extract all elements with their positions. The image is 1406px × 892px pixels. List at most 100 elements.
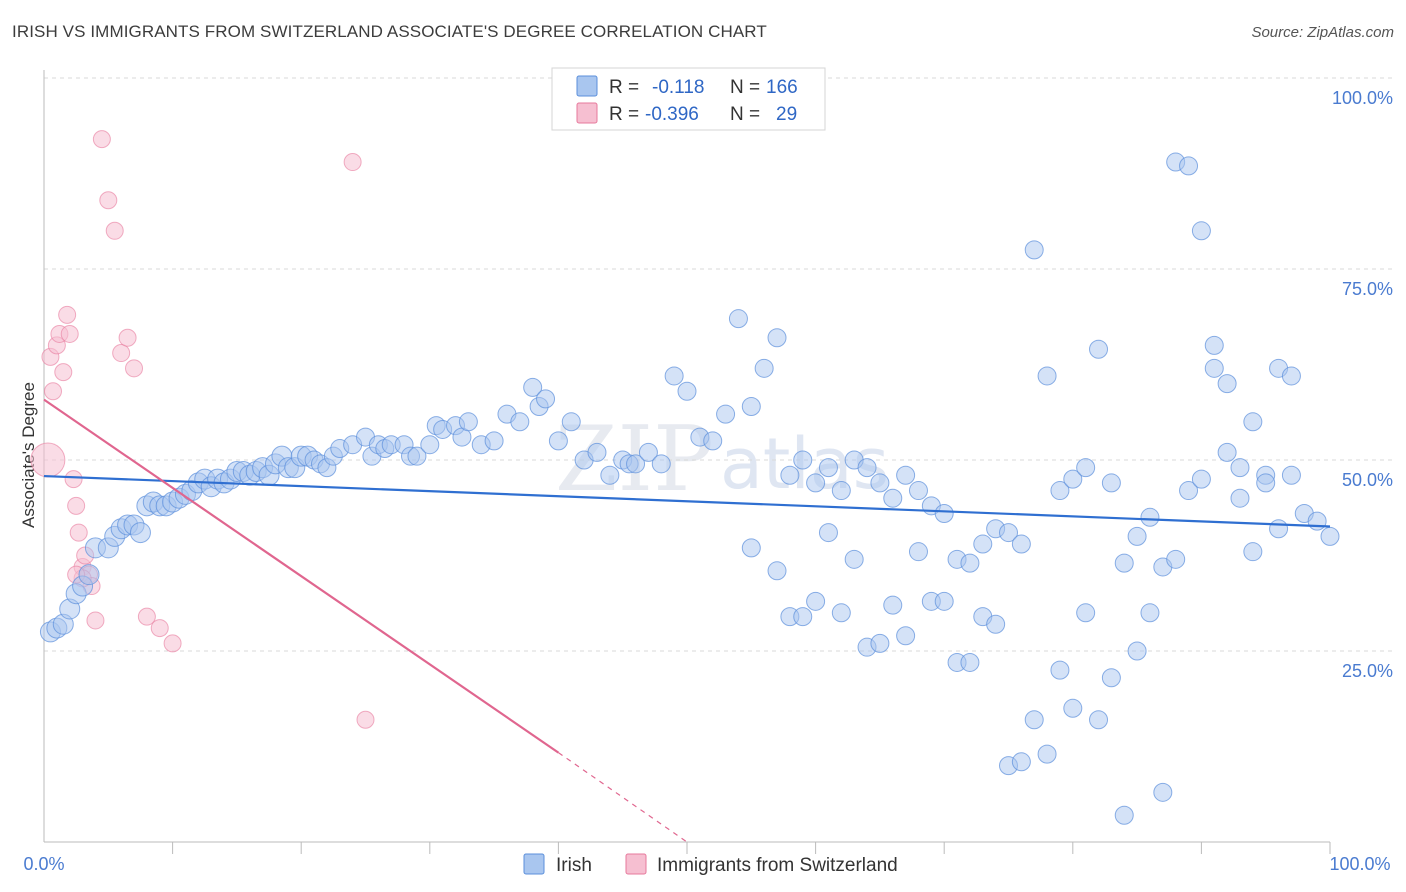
irish-point (741, 538, 761, 558)
irish-point (767, 328, 787, 348)
irish-point (1230, 458, 1250, 478)
legend-swatch-irish (576, 75, 598, 97)
irish-point (407, 446, 427, 466)
source-label: Source: ZipAtlas.com (1251, 24, 1394, 41)
legend-r-label-irish: R = (609, 77, 639, 98)
irish-point (1127, 526, 1147, 546)
irish-point (754, 358, 774, 378)
correlation-legend: R = -0.118 N = 166 R = -0.396 N = 29 (551, 67, 826, 131)
irish-point (1076, 603, 1096, 623)
irish-point (960, 652, 980, 672)
irish-point (677, 381, 697, 401)
irish-point (1281, 366, 1301, 386)
irish-point (1166, 549, 1186, 569)
irish-point (857, 458, 877, 478)
irish-point (129, 522, 151, 544)
irish-point (767, 561, 787, 581)
y-axis-tick-labels: 25.0% 50.0% 75.0% 100.0% (1332, 88, 1393, 681)
irish-point (908, 481, 928, 501)
irish-point (1011, 534, 1031, 554)
irish-point (844, 549, 864, 569)
irish-point (818, 523, 838, 543)
irish-point (1050, 660, 1070, 680)
irish-point (1063, 698, 1083, 718)
y-tick-label: 50.0% (1342, 470, 1393, 490)
irish-point (523, 377, 543, 397)
irish-point (587, 442, 607, 462)
swiss-point (137, 607, 156, 626)
irish-point (1204, 335, 1224, 355)
bottom-legend-label-irish: Irish (556, 855, 592, 876)
irish-point (716, 404, 736, 424)
swiss-point (86, 611, 105, 630)
bottom-legend-swatch-swiss (625, 853, 647, 875)
swiss-point (58, 305, 77, 324)
swiss-point (343, 153, 362, 172)
swiss-point (356, 710, 375, 729)
irish-point (78, 564, 100, 586)
legend-r-value-swiss: -0.396 (645, 104, 699, 125)
x-tick-label-min: 0.0% (23, 854, 64, 874)
irish-point (1140, 507, 1160, 527)
irish-point (1050, 481, 1070, 501)
irish-point (896, 465, 916, 485)
irish-point (1101, 668, 1121, 688)
swiss-point (125, 359, 144, 378)
irish-point (1153, 782, 1173, 802)
legend-n-value-swiss: 29 (776, 104, 797, 125)
irish-point (934, 591, 954, 611)
irish-point (986, 614, 1006, 634)
irish-point (896, 626, 916, 646)
irish-point (1089, 339, 1109, 359)
irish-point (870, 473, 890, 493)
swiss-point (64, 470, 83, 489)
irish-point (703, 431, 723, 451)
legend-swatch-swiss (576, 102, 598, 124)
irish-point (883, 595, 903, 615)
irish-point (1024, 710, 1044, 730)
irish-point (484, 431, 504, 451)
irish-point (1037, 366, 1057, 386)
irish-trend-line (43, 474, 1331, 528)
irish-point (651, 454, 671, 474)
swiss-point (118, 328, 137, 347)
swiss-point (105, 221, 124, 240)
irish-point (638, 442, 658, 462)
irish-point (420, 435, 440, 455)
irish-point (870, 633, 890, 653)
irish-point (1076, 458, 1096, 478)
irish-point (1191, 221, 1211, 241)
swiss-point (99, 191, 118, 210)
legend-n-label-swiss: N = (730, 104, 760, 125)
irish-point (1281, 465, 1301, 485)
swiss-point (69, 523, 88, 542)
irish-point (806, 473, 826, 493)
irish-point (458, 412, 478, 432)
irish-point (561, 412, 581, 432)
irish-point (973, 534, 993, 554)
swiss-point (112, 344, 131, 363)
irish-point (1243, 412, 1263, 432)
irish-point (1101, 473, 1121, 493)
swiss-point (67, 496, 86, 515)
chart-title: IRISH VS IMMIGRANTS FROM SWITZERLAND ASS… (12, 22, 767, 41)
swiss-point (163, 634, 182, 653)
y-tick-label: 100.0% (1332, 88, 1393, 108)
irish-point (1179, 156, 1199, 176)
x-axis-ticks (172, 842, 1331, 854)
irish-point (1037, 744, 1057, 764)
irish-point (1307, 511, 1327, 531)
series-swiss-points (30, 130, 375, 729)
irish-point (510, 412, 530, 432)
irish-point (600, 465, 620, 485)
irish-point (1204, 358, 1224, 378)
swiss-trend-extension (558, 752, 688, 843)
irish-point (806, 591, 826, 611)
swiss-point (92, 130, 111, 149)
swiss-point (54, 363, 73, 382)
irish-point (728, 309, 748, 329)
irish-point (793, 607, 813, 627)
y-tick-label: 25.0% (1342, 661, 1393, 681)
irish-point (664, 366, 684, 386)
